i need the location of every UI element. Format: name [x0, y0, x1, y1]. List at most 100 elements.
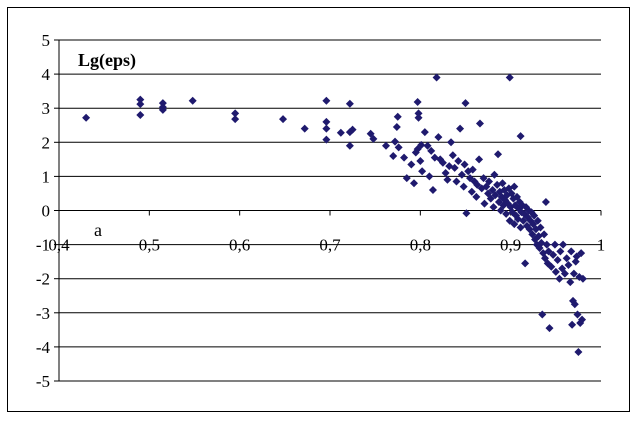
y-tick-label: 1 — [42, 167, 51, 186]
data-point — [336, 128, 345, 137]
data-point — [545, 324, 554, 333]
data-point — [457, 170, 466, 179]
data-point — [542, 240, 551, 249]
y-tick-label: -1 — [36, 236, 50, 255]
data-point — [560, 269, 569, 278]
data-point — [489, 203, 498, 212]
data-point — [158, 99, 167, 108]
data-point — [432, 73, 441, 82]
data-point — [567, 247, 576, 256]
data-point — [462, 209, 471, 218]
data-point — [498, 179, 507, 188]
data-point — [549, 250, 558, 259]
y-tick-labels: 5 4 3 2 1 0 -1 -2 -3 -4 -5 — [36, 31, 51, 391]
data-point — [569, 269, 578, 278]
data-point — [562, 254, 571, 263]
data-point — [511, 201, 520, 210]
data-point — [541, 197, 550, 206]
data-point — [420, 128, 429, 137]
data-point — [475, 119, 484, 128]
data-point — [479, 174, 488, 183]
data-point — [416, 157, 425, 166]
data-point — [551, 267, 560, 276]
data-point — [475, 155, 484, 164]
data-point — [231, 109, 240, 118]
data-point — [577, 249, 586, 258]
x-tick-label: 0,4 — [48, 236, 70, 255]
data-point — [536, 223, 545, 232]
data-point — [322, 96, 331, 105]
y-tick-label: -5 — [36, 372, 50, 391]
y-tick-label: 2 — [42, 133, 51, 152]
data-point — [578, 315, 587, 324]
data-point — [494, 150, 503, 159]
data-point — [158, 105, 167, 114]
data-point — [393, 112, 402, 121]
data-point — [559, 240, 568, 249]
data-point — [414, 109, 423, 118]
data-point — [369, 134, 378, 143]
data-point — [450, 163, 459, 172]
data-point — [521, 259, 530, 268]
data-point — [82, 113, 91, 122]
data-point — [516, 223, 525, 232]
data-points — [82, 73, 587, 357]
data-point — [570, 300, 579, 309]
data-point — [448, 151, 457, 160]
data-point — [566, 278, 575, 287]
data-point — [574, 348, 583, 357]
x-tick-label: 0,7 — [319, 236, 341, 255]
data-point — [568, 320, 577, 329]
data-point — [300, 124, 309, 133]
data-point — [516, 132, 525, 141]
x-tick-label: 0,9 — [500, 236, 521, 255]
data-point — [382, 141, 391, 150]
data-point — [509, 194, 518, 203]
data-point — [460, 160, 469, 169]
data-point — [459, 182, 468, 191]
data-point — [407, 160, 416, 169]
data-point — [438, 158, 447, 167]
data-point — [402, 174, 411, 183]
data-point — [578, 274, 587, 283]
data-point — [348, 125, 357, 134]
data-point — [389, 151, 398, 160]
x-tick-label: 0,6 — [229, 236, 250, 255]
data-point — [322, 117, 331, 126]
y-tick-label: 4 — [42, 65, 51, 84]
data-point — [447, 138, 456, 147]
data-point — [413, 98, 422, 107]
data-point — [414, 113, 423, 122]
data-point — [345, 99, 354, 108]
data-point — [514, 204, 523, 213]
data-point — [456, 124, 465, 133]
x-tick-label: 0,5 — [139, 236, 160, 255]
data-point — [188, 96, 197, 105]
y-tick-label: -4 — [36, 338, 51, 357]
data-point — [427, 146, 436, 155]
data-point — [472, 192, 481, 201]
data-point — [454, 157, 463, 166]
data-point — [573, 310, 582, 319]
x-axis-label: a — [94, 220, 102, 240]
data-point — [322, 124, 331, 133]
data-point — [555, 274, 564, 283]
data-point — [550, 240, 559, 249]
data-point — [553, 255, 562, 264]
data-point — [461, 99, 470, 108]
data-point — [510, 220, 519, 229]
data-point — [538, 310, 547, 319]
data-point — [136, 95, 145, 104]
data-point — [428, 186, 437, 195]
chart-frame: 5 4 3 2 1 0 -1 -2 -3 -4 -5 0,4 0,5 0,6 0,7 0,8 0,9 1 Lg(… — [7, 7, 630, 412]
data-point — [543, 259, 552, 268]
y-axis-label: Lg(eps) — [78, 50, 136, 71]
data-point — [394, 143, 403, 152]
data-point — [345, 141, 354, 150]
data-point — [452, 177, 461, 186]
data-point — [510, 182, 519, 191]
data-point — [467, 187, 476, 196]
data-point — [547, 262, 556, 271]
data-point — [136, 100, 145, 109]
data-point — [392, 122, 401, 131]
